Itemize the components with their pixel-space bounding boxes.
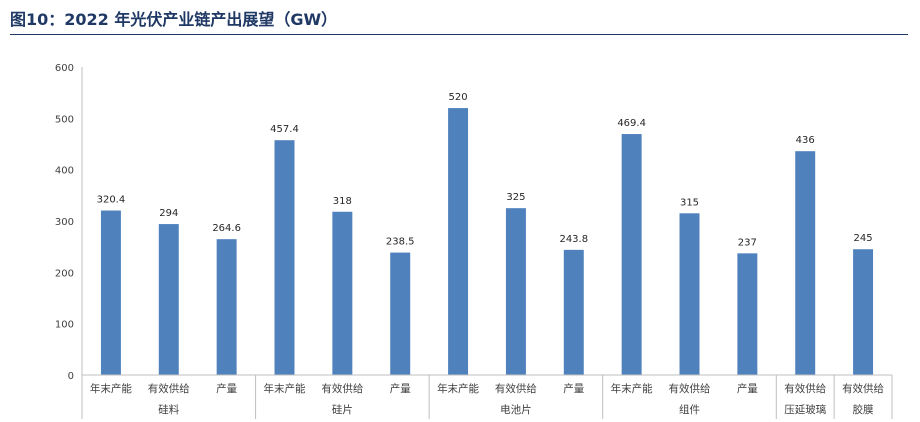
bar	[505, 208, 526, 375]
data-label: 318	[333, 196, 352, 207]
bar	[332, 211, 353, 375]
y-tick-label: 500	[55, 114, 74, 125]
bar	[679, 213, 700, 375]
data-label: 325	[506, 192, 525, 203]
group-label: 硅片	[332, 403, 353, 416]
bar	[853, 249, 874, 375]
bar	[563, 249, 584, 375]
bar	[216, 239, 237, 375]
y-axis: 0 100 200 300 400 500 600	[55, 63, 83, 382]
bar	[274, 140, 295, 375]
x-tick-label: 产量	[216, 382, 237, 395]
bar	[390, 252, 411, 375]
bar	[795, 151, 816, 375]
bar	[158, 224, 179, 375]
data-label: 264.6	[212, 223, 241, 234]
group-label: 胶膜	[853, 403, 874, 416]
group-label: 压延玻璃	[784, 403, 826, 416]
y-tick-label: 400	[55, 166, 74, 177]
y-tick-label: 600	[55, 63, 74, 74]
bars-layer: 320.4 294 264.6 457.4 318 238.5 520 325 243.8 469…	[97, 92, 874, 376]
data-label: 294	[159, 208, 178, 219]
figure-title: 图10：2022 年光伏产业链产出展望（GW）	[10, 10, 338, 29]
group-label: 组件	[679, 403, 700, 416]
y-tick-label: 200	[55, 268, 74, 279]
bar	[448, 108, 469, 376]
x-tick-label: 有效供给	[842, 382, 884, 395]
data-label: 245	[854, 233, 873, 244]
data-label: 315	[680, 197, 699, 208]
x-tick-label: 年末产能	[437, 382, 479, 395]
y-tick-label: 100	[55, 320, 74, 331]
x-tick-label: 有效供给	[321, 382, 363, 395]
bar	[100, 210, 121, 375]
x-tick-label: 产量	[737, 382, 758, 395]
group-label: 电池片	[500, 403, 532, 416]
x-tick-label: 年末产能	[90, 382, 132, 395]
data-label: 457.4	[270, 124, 299, 135]
y-tick-label: 300	[55, 217, 74, 228]
bar	[621, 134, 642, 375]
x-tick-label: 有效供给	[495, 382, 537, 395]
data-label: 469.4	[617, 118, 646, 129]
x-tick-label: 有效供给	[784, 382, 826, 395]
data-label: 237	[738, 237, 757, 248]
x-tick-label: 有效供给	[669, 382, 711, 395]
x-tick-label: 产量	[563, 382, 584, 395]
title-divider	[10, 34, 908, 35]
x-tick-label: 有效供给	[148, 382, 190, 395]
bar	[737, 253, 758, 375]
y-tick-label: 0	[68, 371, 74, 382]
data-label: 243.8	[559, 234, 588, 245]
data-label: 520	[449, 92, 468, 103]
data-label: 320.4	[97, 195, 126, 206]
x-tick-label: 年末产能	[264, 382, 306, 395]
x-tick-label: 年末产能	[611, 382, 653, 395]
group-label: 硅料	[158, 403, 179, 416]
x-tick-label: 产量	[390, 382, 411, 395]
data-label: 436	[796, 135, 815, 146]
data-label: 238.5	[386, 237, 415, 248]
